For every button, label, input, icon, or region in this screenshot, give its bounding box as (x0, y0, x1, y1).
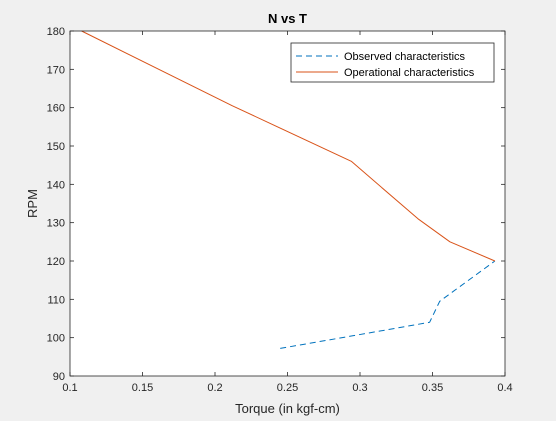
legend-entry-operational: Operational characteristics (344, 67, 475, 79)
x-tick-label: 0.25 (277, 382, 298, 394)
x-tick-label: 0.1 (62, 382, 77, 394)
series-layer (81, 30, 496, 349)
series-line-observed (280, 260, 496, 349)
x-tick-label: 0.35 (422, 382, 443, 394)
y-tick-label: 160 (47, 103, 65, 115)
x-tick-label: 0.15 (132, 382, 153, 394)
y-axis-label: RPM (25, 189, 40, 218)
x-axis-label: Torque (in kgf-cm) (235, 401, 340, 416)
x-tick-label: 0.4 (497, 382, 512, 394)
legend-box (290, 42, 495, 83)
y-tick-label: 100 (47, 333, 65, 345)
y-tick-label: 140 (47, 179, 65, 191)
y-tick-label: 120 (47, 256, 65, 268)
series-line-operational (81, 30, 496, 262)
y-tick-label: 170 (47, 64, 65, 76)
y-axis-ticks: 90 100 110 120 130 140 150 160 170 180 (47, 26, 505, 383)
y-tick-label: 150 (47, 141, 65, 153)
y-tick-label: 130 (47, 218, 65, 230)
legend-entry-observed: Observed characteristics (344, 51, 466, 63)
x-axis-ticks: 0.1 0.15 0.2 0.25 0.3 0.35 0.4 (62, 31, 513, 394)
chart-title: N vs T (268, 11, 307, 26)
x-tick-label: 0.3 (352, 382, 367, 394)
plot-area (70, 31, 505, 376)
legend: Observed characteristics Operational cha… (290, 42, 495, 83)
y-tick-label: 90 (53, 371, 65, 383)
y-tick-label: 110 (47, 294, 65, 306)
x-tick-label: 0.2 (207, 382, 222, 394)
y-tick-label: 180 (47, 26, 65, 38)
